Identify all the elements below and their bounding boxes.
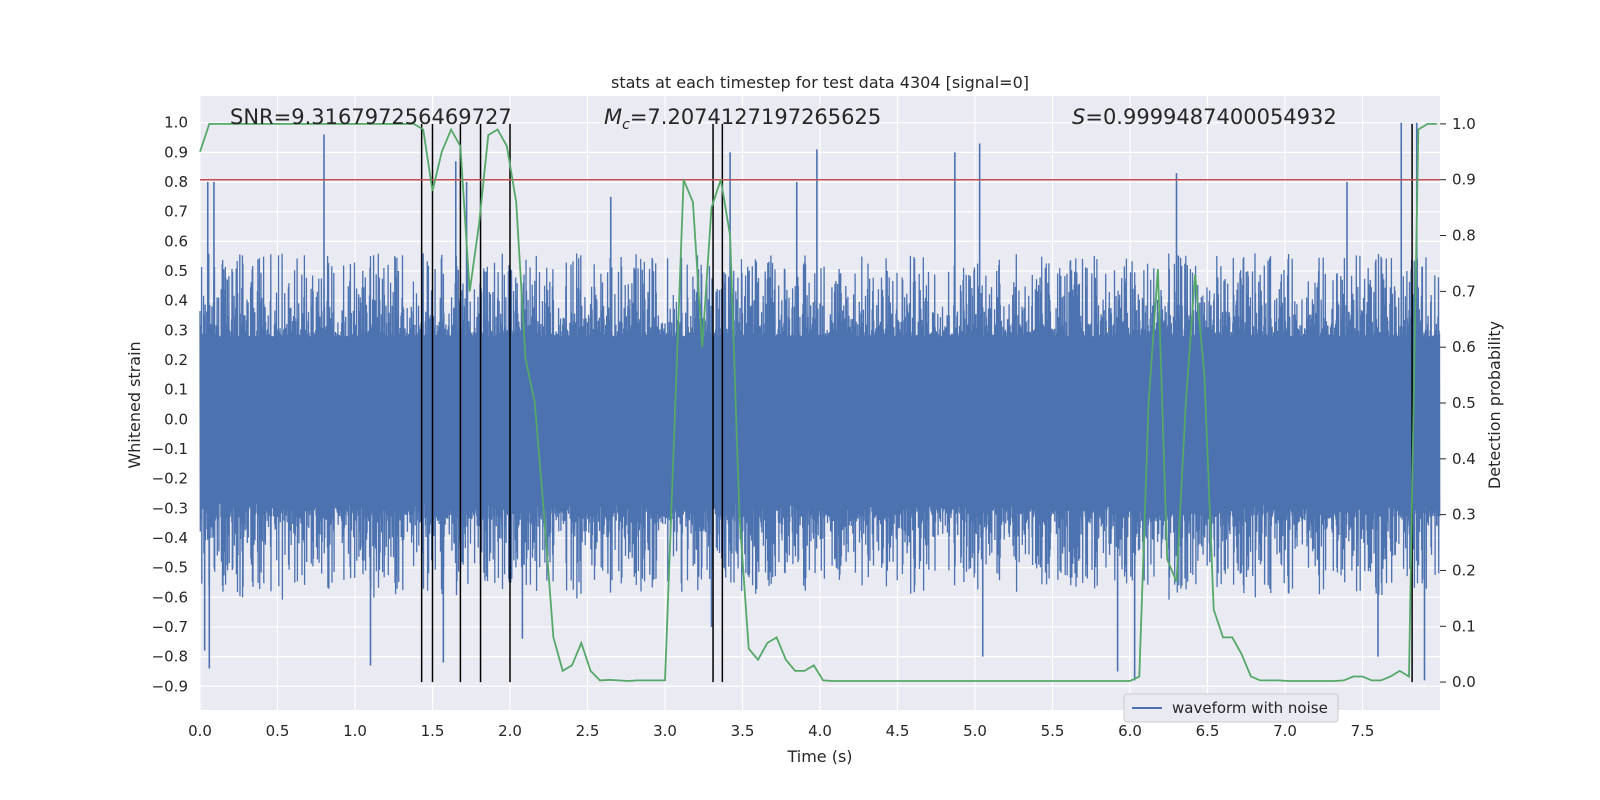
y-left-tick-label: 0.6 <box>164 232 188 250</box>
y-left-tick-label: 0.4 <box>164 292 188 310</box>
x-tick-label: 5.5 <box>1041 722 1065 740</box>
x-tick-label: 4.5 <box>886 722 910 740</box>
x-tick-label: 0.0 <box>188 722 212 740</box>
y-left-tick-label: 0.5 <box>164 262 188 280</box>
y-left-tick-label: −0.2 <box>152 470 188 488</box>
s-value: =0.9999487400054932 <box>1085 105 1336 129</box>
mc-subscript: c <box>622 117 630 133</box>
legend: waveform with noise <box>1123 693 1339 723</box>
y-right-tick-label: 0.7 <box>1452 282 1476 300</box>
chart-title: stats at each timestep for test data 430… <box>611 73 1029 92</box>
y-left-tick-label: 0.0 <box>164 410 188 428</box>
y-right-tick-label: 0.9 <box>1452 171 1476 189</box>
x-tick-label: 1.0 <box>343 722 367 740</box>
s-annotation: S=0.9999487400054932 <box>1072 105 1337 129</box>
x-tick-label: 7.0 <box>1273 722 1297 740</box>
y-left-tick-label: −0.8 <box>152 648 188 666</box>
x-axis-label: Time (s) <box>786 747 852 766</box>
y-left-tick-label: −0.1 <box>152 440 188 458</box>
mc-annotation: Mc=7.2074127197265625 <box>604 105 881 133</box>
y-left-tick-label: 0.9 <box>164 143 188 161</box>
y-left-tick-label: −0.7 <box>152 618 188 636</box>
y-left-tick-label: −0.9 <box>152 677 188 695</box>
x-tick-label: 5.0 <box>963 722 987 740</box>
x-tick-label: 2.0 <box>498 722 522 740</box>
probability-line <box>199 123 1437 682</box>
y-left-tick-labels: 1.0 0.9 0.8 0.7 0.6 0.5 0.4 0.3 0.2 0.1 0.0 −0.1 −0.… <box>152 114 188 696</box>
mc-symbol: M <box>604 105 622 129</box>
snr-annotation: SNR=9.316797256469727 <box>230 105 512 129</box>
y-right-tick-label: 0.4 <box>1452 450 1476 468</box>
x-tick-label: 3.0 <box>653 722 677 740</box>
legend-box <box>1123 693 1339 723</box>
mc-value: =7.2074127197265625 <box>630 105 881 129</box>
x-tick-label: 4.0 <box>808 722 832 740</box>
detection-markers <box>420 123 1413 683</box>
y-right-tick-label: 1.0 <box>1452 115 1476 133</box>
x-tick-label: 7.5 <box>1351 722 1375 740</box>
x-tick-label: 6.0 <box>1118 722 1142 740</box>
y-left-tick-label: 0.1 <box>164 381 188 399</box>
x-tick-labels: 0.0 0.5 1.0 1.5 2.0 2.5 3.0 3.5 4.0 4.5 5.0 5.5 6.0 6… <box>188 722 1374 740</box>
y-left-tick-label: −0.6 <box>152 588 188 606</box>
x-tick-label: 6.5 <box>1196 722 1220 740</box>
y-right-tick-label: 0.3 <box>1452 506 1476 524</box>
waveform-series <box>199 122 1441 681</box>
waveform-trace <box>199 253 1441 600</box>
s-symbol: S <box>1072 105 1085 129</box>
y-left-tick-label: 0.2 <box>164 351 188 369</box>
y-right-tick-label: 0.0 <box>1452 673 1476 691</box>
y-right-tick-label: 0.1 <box>1452 617 1476 635</box>
y-axis-label-right: Detection probability <box>1485 321 1504 489</box>
y-right-tick-label: 0.5 <box>1452 394 1476 412</box>
y-right-tick-label: 0.6 <box>1452 338 1476 356</box>
y-right-tick-label: 0.2 <box>1452 561 1476 579</box>
x-tick-label: 1.5 <box>421 722 445 740</box>
x-tick-label: 3.5 <box>731 722 755 740</box>
y-left-tick-label: −0.5 <box>152 559 188 577</box>
y-left-tick-label: 0.8 <box>164 173 188 191</box>
y-right-tick-label: 0.8 <box>1452 227 1476 245</box>
y-axis-label-left: Whitened strain <box>125 341 144 468</box>
y-left-tick-label: 0.3 <box>164 321 188 339</box>
y-right-tick-labels: 1.0 0.9 0.8 0.7 0.6 0.5 0.4 0.3 0.2 0.1 0.0 <box>1440 115 1476 691</box>
x-tick-label: 0.5 <box>266 722 290 740</box>
legend-label: waveform with noise <box>1172 699 1328 717</box>
y-left-tick-label: 1.0 <box>164 114 188 132</box>
y-left-tick-label: −0.4 <box>152 529 188 547</box>
y-left-tick-label: −0.3 <box>152 499 188 517</box>
y-left-tick-label: 0.7 <box>164 203 188 221</box>
x-tick-label: 2.5 <box>576 722 600 740</box>
